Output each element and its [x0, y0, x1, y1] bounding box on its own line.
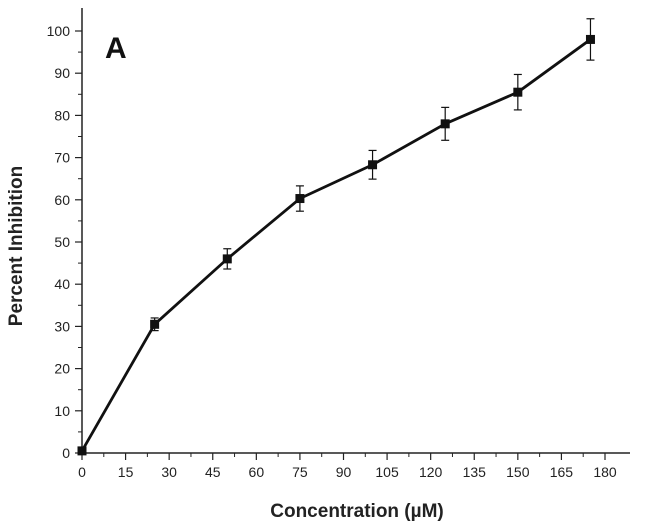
series-layer	[77, 18, 595, 456]
data-point-marker	[368, 160, 378, 170]
x-tick-label: 135	[463, 464, 487, 480]
y-tick-label: 40	[54, 276, 70, 292]
x-axis-ticks: 0 15 30 45 60 75 90 105 120 135 150 165 180	[78, 453, 617, 480]
y-axis-title: Percent Inhibition	[6, 166, 27, 326]
x-tick-label: 60	[249, 464, 265, 480]
y-tick-label: 30	[54, 318, 70, 334]
data-point-marker	[77, 446, 87, 456]
x-tick-label: 15	[118, 464, 134, 480]
x-tick-label: 150	[506, 464, 530, 480]
y-tick-label: 10	[54, 403, 70, 419]
data-point-marker	[150, 319, 160, 329]
y-axis-ticks: 0 10 20 30 40 50 60 70 80 90 100	[47, 23, 82, 461]
y-tick-label: 90	[54, 65, 70, 81]
x-tick-label: 165	[550, 464, 574, 480]
x-tick-label: 105	[375, 464, 399, 480]
x-tick-label: 0	[78, 464, 86, 480]
data-point-marker	[295, 194, 305, 204]
x-tick-label: 30	[161, 464, 177, 480]
data-point-marker	[513, 87, 523, 97]
y-tick-label: 60	[54, 192, 70, 208]
data-point-marker	[585, 34, 595, 44]
y-tick-label: 80	[54, 107, 70, 123]
series-line	[80, 38, 592, 452]
x-axis-title: Concentration (µM)	[270, 501, 444, 522]
x-tick-label: 180	[593, 464, 617, 480]
y-tick-label: 50	[54, 234, 70, 250]
y-tick-label: 70	[54, 150, 70, 166]
x-tick-label: 90	[336, 464, 352, 480]
x-tick-label: 75	[292, 464, 308, 480]
y-tick-label: 100	[47, 23, 71, 39]
data-point-marker	[440, 119, 450, 129]
y-tick-label: 0	[62, 445, 70, 461]
panel-label: A	[105, 32, 127, 65]
plot-area: 0 15 30 45 60 75 90 105 120 135 150 165 180 0 10 20 30 4…	[47, 8, 630, 480]
x-tick-label: 120	[419, 464, 443, 480]
data-point-marker	[222, 254, 232, 264]
y-tick-label: 20	[54, 361, 70, 377]
x-tick-label: 45	[205, 464, 221, 480]
